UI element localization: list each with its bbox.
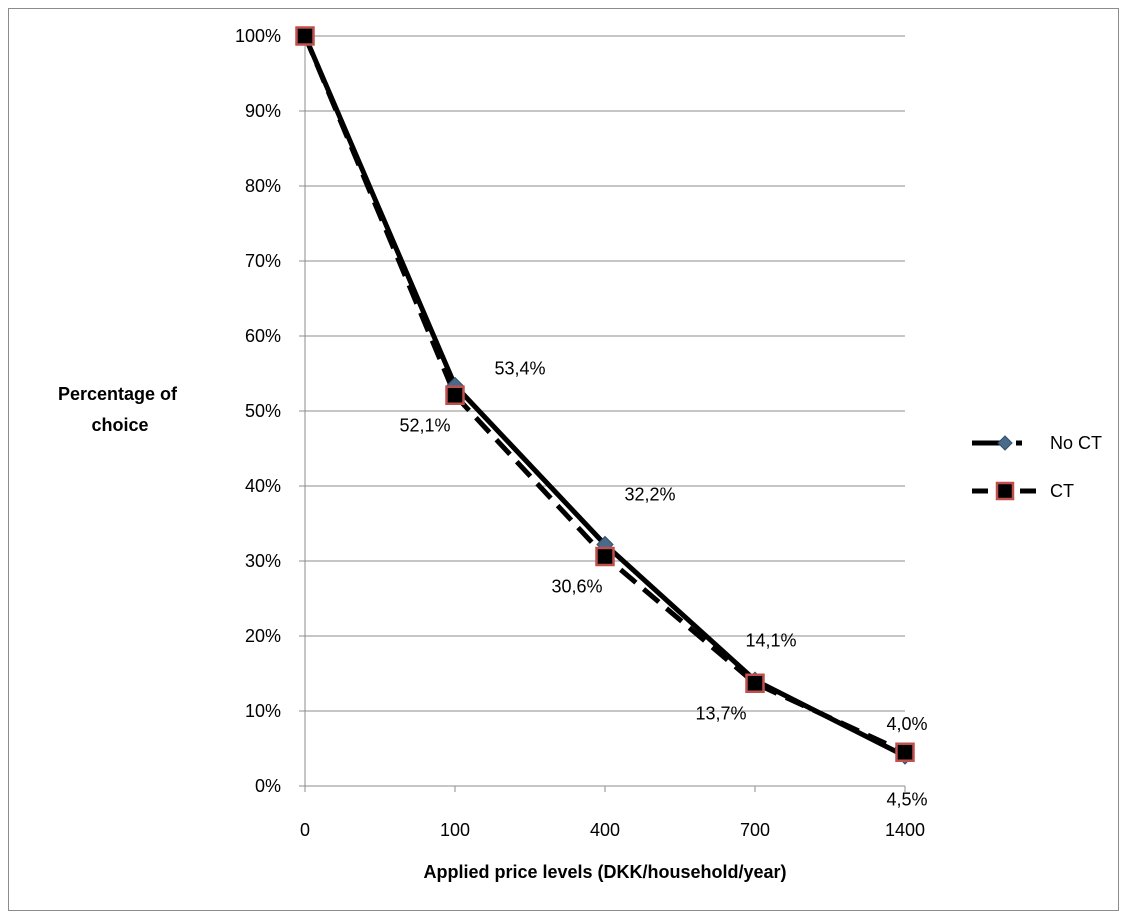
data-point-ct bbox=[295, 26, 315, 46]
data-label-ct: 52,1% bbox=[399, 415, 450, 435]
data-label-no-ct: 14,1% bbox=[745, 630, 796, 650]
data-labels: 53,4% 32,2% 14,1% 4,0% 52,1% 30,6% 13,7% 4,5% bbox=[399, 359, 927, 810]
legend-marker bbox=[995, 481, 1015, 501]
series-line-ct bbox=[302, 35, 907, 755]
data-label-no-ct: 4,0% bbox=[886, 714, 927, 734]
data-label-no-ct: 53,4% bbox=[494, 359, 545, 379]
x-tick-label: 400 bbox=[590, 820, 620, 840]
data-label-ct: 13,7% bbox=[695, 703, 746, 723]
legend-label: No CT bbox=[1050, 433, 1102, 453]
y-axis-title: Percentage of choice bbox=[58, 384, 182, 435]
x-axis-title: Applied price levels (DKK/household/year… bbox=[423, 862, 786, 882]
legend-marker bbox=[997, 435, 1013, 451]
y-tick-label: 30% bbox=[245, 551, 281, 571]
legend-item-ct: CT bbox=[972, 481, 1074, 501]
x-tick-label: 100 bbox=[440, 820, 470, 840]
y-tick-label: 70% bbox=[245, 251, 281, 271]
data-point-ct bbox=[445, 385, 465, 405]
data-label-ct: 30,6% bbox=[551, 577, 602, 597]
y-tick-label: 10% bbox=[245, 701, 281, 721]
y-axis-title-line-1: Percentage of bbox=[58, 384, 178, 404]
gridlines bbox=[299, 35, 906, 792]
series-line-no-ct bbox=[302, 35, 907, 759]
y-tick-label: 0% bbox=[255, 776, 281, 796]
legend-item-no-ct: No CT bbox=[972, 433, 1102, 453]
x-tick-label: 0 bbox=[300, 820, 310, 840]
x-tick-label: 700 bbox=[740, 820, 770, 840]
series-lines bbox=[302, 35, 907, 759]
y-tick-label: 20% bbox=[245, 626, 281, 646]
y-tick-label: 100% bbox=[235, 26, 281, 46]
data-point-ct bbox=[595, 546, 615, 567]
y-tick-label: 60% bbox=[245, 326, 281, 346]
y-axis-title-line-2: choice bbox=[91, 415, 148, 435]
y-axis-tick-labels: 0% 10% 20% 30% 40% 50% 60% 70% 80% 90% 100% bbox=[235, 26, 281, 796]
x-tick-label: 1400 bbox=[885, 820, 925, 840]
data-point-ct bbox=[745, 673, 765, 693]
data-label-no-ct: 32,2% bbox=[624, 485, 675, 505]
y-tick-label: 40% bbox=[245, 476, 281, 496]
legend-label: CT bbox=[1050, 481, 1074, 501]
axes bbox=[304, 36, 905, 787]
series-markers bbox=[295, 26, 915, 765]
chart-frame bbox=[8, 8, 1119, 911]
y-tick-label: 80% bbox=[245, 176, 281, 196]
y-tick-label: 90% bbox=[245, 101, 281, 121]
x-axis-tick-labels: 0 100 400 700 1400 bbox=[300, 820, 925, 840]
legend: No CT CT bbox=[972, 433, 1102, 501]
y-tick-label: 50% bbox=[245, 401, 281, 421]
data-point-ct bbox=[895, 742, 915, 762]
data-label-ct: 4,5% bbox=[886, 789, 927, 809]
